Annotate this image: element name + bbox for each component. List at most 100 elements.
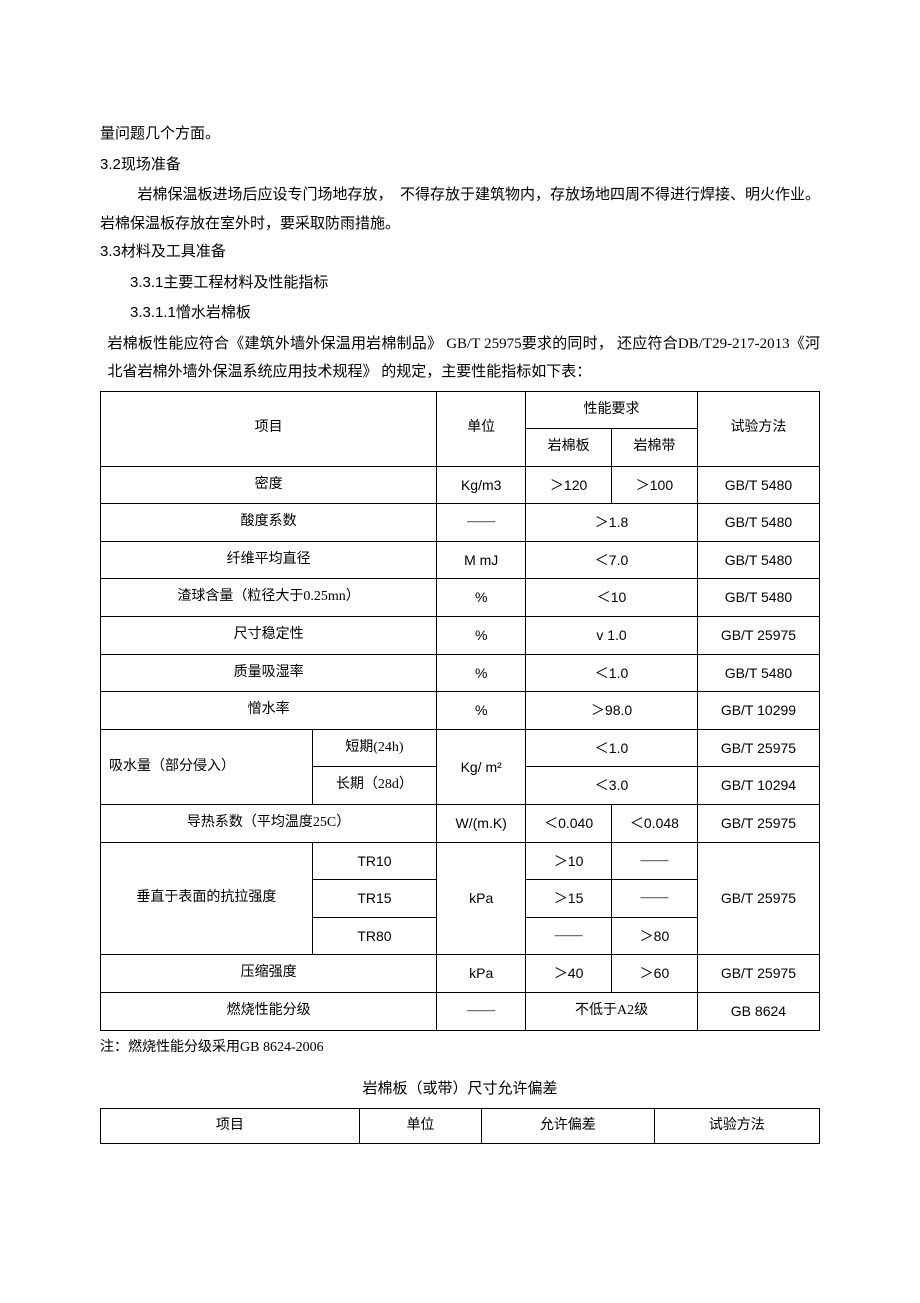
- cell-item: 燃烧性能分级: [101, 993, 437, 1031]
- cell-absorb-unit: Kg/ m²: [437, 729, 526, 804]
- cell-item: 密度: [101, 466, 437, 504]
- cell-method: GB/T 5480: [697, 579, 819, 617]
- paragraph-intro-text: 岩棉板性能应符合《建筑外墙外保温用岩棉制品》 GB/T 25975要求的同时， …: [108, 336, 821, 381]
- cell-v12: ＜10: [526, 579, 698, 617]
- cell-item: 质量吸湿率: [101, 654, 437, 692]
- cell-tensile-sub2: TR15: [312, 880, 437, 918]
- table-row: 吸水量（部分侵入） 短期(24h) Kg/ m² ＜1.0 GB/T 25975: [101, 729, 820, 767]
- cell-v12: ＞98.0: [526, 692, 698, 730]
- paragraph-3-2-body: 岩棉保温板进场后应设专门场地存放， 不得存放于建筑物内，存放场地四周不得进行焊接…: [100, 181, 820, 238]
- section-3-3-1-1: 3.3.1.1憎水岩棉板: [100, 299, 820, 328]
- tolerance-table: 项目 单位 允许偏差 试验方法: [100, 1108, 820, 1145]
- cell-v1: ＞15: [526, 880, 612, 918]
- cell-item: 导热系数（平均温度25C）: [101, 805, 437, 843]
- cell-method: GB/T 25975: [697, 805, 819, 843]
- cell-v1: ＞10: [526, 842, 612, 880]
- cell-absorb-sub2: 长期（28d）: [312, 767, 437, 805]
- cell-v1: ＞120: [526, 466, 612, 504]
- cell-method: GB/T 5480: [697, 466, 819, 504]
- table-row: 尺寸稳定性 % v 1.0 GB/T 25975: [101, 617, 820, 655]
- cell-v1: ——: [526, 917, 612, 955]
- cell-absorb-v1: ＜1.0: [526, 729, 698, 767]
- header-unit: 单位: [437, 391, 526, 466]
- cell-unit: W/(m.K): [437, 805, 526, 843]
- paragraph-continuation: 量问题几个方面。: [100, 120, 820, 149]
- cell-unit: %: [437, 579, 526, 617]
- cell-tensile-label: 垂直于表面的抗拉强度: [101, 842, 313, 955]
- cell-v1: ＞40: [526, 955, 612, 993]
- cell-method: GB/T 25975: [697, 955, 819, 993]
- table2-caption: 岩棉板（或带）尺寸允许偏差: [100, 1075, 820, 1104]
- cell-unit: kPa: [437, 955, 526, 993]
- table-note: 注：燃烧性能分级采用GB 8624-2006: [100, 1035, 820, 1062]
- table-row: 纤维平均直径 M mJ ＜7.0 GB/T 5480: [101, 541, 820, 579]
- table-row: 酸度系数 —— ＞1.8 GB/T 5480: [101, 504, 820, 542]
- section-3-3: 3.3材料及工具准备: [100, 238, 820, 267]
- cell-item: 纤维平均直径: [101, 541, 437, 579]
- cell-method: GB/T 5480: [697, 654, 819, 692]
- header-req: 性能要求: [526, 391, 698, 429]
- cell-tensile-method: GB/T 25975: [697, 842, 819, 955]
- table-header-row: 项目 单位 性能要求 试验方法: [101, 391, 820, 429]
- table-row: 燃烧性能分级 —— 不低于A2级 GB 8624: [101, 993, 820, 1031]
- cell-v2: ——: [612, 842, 698, 880]
- cell-unit: ——: [437, 504, 526, 542]
- section-3-2: 3.2现场准备: [100, 151, 820, 180]
- cell-v2: ＜0.048: [612, 805, 698, 843]
- cell-item: 憎水率: [101, 692, 437, 730]
- cell-tensile-unit: kPa: [437, 842, 526, 955]
- header-unit: 单位: [359, 1108, 481, 1144]
- table-row: 密度 Kg/m3 ＞120 ＞100 GB/T 5480: [101, 466, 820, 504]
- cell-v12: ＜1.0: [526, 654, 698, 692]
- cell-method: GB/T 5480: [697, 504, 819, 542]
- table-row: 憎水率 % ＞98.0 GB/T 10299: [101, 692, 820, 730]
- header-sub2: 岩棉带: [612, 429, 698, 467]
- cell-method: GB 8624: [697, 993, 819, 1031]
- cell-v2: ——: [612, 880, 698, 918]
- cell-item: 渣球含量（粒径大于0.25mn）: [101, 579, 437, 617]
- paragraph-intro: 岩棉板性能应符合《建筑外墙外保温用岩棉制品》 GB/T 25975要求的同时， …: [100, 330, 820, 387]
- cell-method: GB/T 10299: [697, 692, 819, 730]
- cell-unit: ——: [437, 993, 526, 1031]
- cell-item: 尺寸稳定性: [101, 617, 437, 655]
- header-item: 项目: [101, 1108, 360, 1144]
- cell-absorb-v2: ＜3.0: [526, 767, 698, 805]
- cell-tensile-sub1: TR10: [312, 842, 437, 880]
- header-tol: 允许偏差: [482, 1108, 655, 1144]
- cell-v12: 不低于A2级: [526, 993, 698, 1031]
- cell-v1: ＜0.040: [526, 805, 612, 843]
- paragraph-3-2-text: 岩棉保温板进场后应设专门场地存放， 不得存放于建筑物内，存放场地四周不得进行焊接…: [100, 187, 820, 232]
- cell-unit: %: [437, 617, 526, 655]
- table2-header-row: 项目 单位 允许偏差 试验方法: [101, 1108, 820, 1144]
- cell-absorb-method2: GB/T 10294: [697, 767, 819, 805]
- cell-item: 酸度系数: [101, 504, 437, 542]
- cell-v12: v 1.0: [526, 617, 698, 655]
- section-3-3-1: 3.3.1主要工程材料及性能指标: [100, 269, 820, 298]
- cell-absorb-sub1: 短期(24h): [312, 729, 437, 767]
- cell-absorb-label: 吸水量（部分侵入）: [101, 729, 313, 804]
- header-item: 项目: [101, 391, 437, 466]
- table-row: 导热系数（平均温度25C） W/(m.K) ＜0.040 ＜0.048 GB/T…: [101, 805, 820, 843]
- cell-unit: %: [437, 692, 526, 730]
- table-row: 渣球含量（粒径大于0.25mn） % ＜10 GB/T 5480: [101, 579, 820, 617]
- cell-tensile-sub3: TR80: [312, 917, 437, 955]
- cell-method: GB/T 25975: [697, 617, 819, 655]
- cell-absorb-method1: GB/T 25975: [697, 729, 819, 767]
- cell-item: 压缩强度: [101, 955, 437, 993]
- header-method: 试验方法: [697, 391, 819, 466]
- cell-v2: ＞60: [612, 955, 698, 993]
- cell-v2: ＞80: [612, 917, 698, 955]
- table-row: 压缩强度 kPa ＞40 ＞60 GB/T 25975: [101, 955, 820, 993]
- cell-unit: %: [437, 654, 526, 692]
- cell-v12: ＜7.0: [526, 541, 698, 579]
- cell-unit: Kg/m3: [437, 466, 526, 504]
- cell-unit: M mJ: [437, 541, 526, 579]
- cell-v12: ＞1.8: [526, 504, 698, 542]
- cell-method: GB/T 5480: [697, 541, 819, 579]
- cell-v2: ＞100: [612, 466, 698, 504]
- performance-table: 项目 单位 性能要求 试验方法 岩棉板 岩棉带 密度 Kg/m3 ＞120 ＞1…: [100, 391, 820, 1031]
- table-row: 垂直于表面的抗拉强度 TR10 kPa ＞10 —— GB/T 25975: [101, 842, 820, 880]
- header-method: 试验方法: [654, 1108, 819, 1144]
- table-row: 质量吸湿率 % ＜1.0 GB/T 5480: [101, 654, 820, 692]
- header-sub1: 岩棉板: [526, 429, 612, 467]
